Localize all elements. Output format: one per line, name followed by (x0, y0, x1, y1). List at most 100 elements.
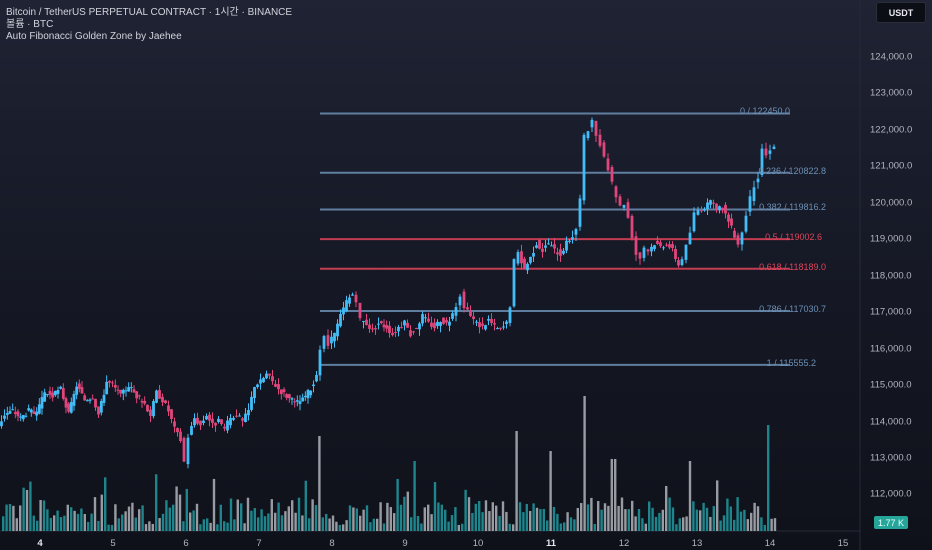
candle-body (94, 398, 97, 408)
candle-body (88, 399, 92, 401)
volume-bar (161, 513, 165, 531)
candle-body (385, 325, 389, 329)
volume-bar (403, 496, 406, 531)
candle-body (478, 322, 481, 328)
candle-body (516, 252, 520, 264)
candle-body (445, 320, 448, 323)
candle-body (137, 395, 141, 397)
volume-bar (297, 497, 301, 531)
candle-body (287, 394, 291, 399)
indicator-legend[interactable]: Auto Fibonacci Golden Zone by Jaehee (6, 31, 182, 42)
volume-bar (199, 524, 202, 531)
candle-body (677, 260, 680, 266)
candle-body (21, 415, 25, 420)
volume-bar (671, 507, 675, 531)
volume-bar (580, 503, 583, 531)
volume-bar (331, 515, 335, 531)
candle-body (77, 383, 81, 389)
time-tick: 10 (472, 538, 484, 549)
volume-bar (172, 504, 175, 531)
volume-bar (59, 517, 63, 531)
volume-bar (253, 508, 256, 531)
candle-body (630, 215, 634, 239)
volume-bar (212, 478, 216, 531)
volume-bar (712, 506, 715, 531)
price-tick: 114,000.0 (870, 416, 912, 427)
candle-body (29, 409, 33, 413)
volume-bar (182, 521, 185, 531)
volume-bar (73, 510, 76, 531)
candle-body (72, 393, 76, 406)
volume-legend[interactable]: 볼륨 · BTC (6, 19, 54, 30)
volume-bar (100, 494, 103, 531)
candle-body (196, 417, 199, 424)
volume-bar (529, 511, 532, 531)
candle-body (696, 210, 700, 215)
volume-bar (246, 497, 250, 531)
candle-body (499, 327, 502, 329)
volume-bar (437, 502, 440, 531)
candle-body (448, 321, 451, 326)
price-tick: 123,000.0 (870, 87, 913, 99)
price-tick: 120,000.0 (870, 197, 913, 209)
candle-body (211, 418, 214, 424)
volume-bar (396, 478, 399, 531)
candle-body (550, 245, 553, 247)
candle-body (173, 421, 176, 427)
volume-bar (209, 522, 212, 531)
candle-body (362, 321, 365, 323)
currency-selector[interactable]: USDT (876, 2, 926, 23)
candle-body (412, 331, 415, 333)
candle-body (351, 294, 354, 296)
volume-bar (219, 504, 222, 531)
fib-level-label: 0.382 / 119816.2 (759, 202, 826, 213)
volume-bar (372, 518, 375, 531)
volume-bar (603, 503, 607, 531)
candle-body (35, 411, 39, 416)
candle-body (439, 322, 442, 326)
volume-bar (389, 507, 392, 531)
volume-bar (355, 508, 358, 531)
time-tick: 13 (691, 538, 703, 549)
volume-bar (716, 480, 719, 531)
candle-body (397, 326, 400, 332)
volume-bar (648, 501, 651, 531)
volume-value-badge: 1.77 K (874, 516, 908, 529)
symbol-title[interactable]: Bitcoin / TetherUS PERPETUAL CONTRACT · … (6, 7, 293, 18)
volume-bar (63, 515, 66, 531)
volume-bar (743, 509, 746, 531)
candle-body (650, 246, 653, 252)
volume-bar (719, 520, 722, 531)
candle-body (752, 187, 756, 201)
candle-body (642, 247, 646, 258)
candle-body (274, 383, 277, 387)
volume-bar (709, 516, 712, 531)
volume-bar (546, 520, 549, 531)
volume-bar (107, 524, 110, 531)
candle-body (496, 328, 499, 330)
volume-bar (233, 519, 236, 531)
volume-bar (301, 515, 304, 531)
volume-bar (22, 487, 25, 531)
volume-bar (80, 508, 83, 531)
volume-bar (508, 523, 511, 531)
volume-bar (471, 513, 474, 531)
fib-level-label: 0.5 / 119002.6 (765, 232, 822, 243)
volume-bar (563, 522, 566, 531)
candle-body (354, 294, 358, 303)
volume-bar (583, 396, 586, 531)
volume-bar (325, 513, 328, 531)
volume-bar (287, 506, 290, 531)
volume-bar (379, 502, 382, 531)
volume-bar (423, 507, 426, 531)
candle-body (113, 384, 117, 388)
candle-body (268, 373, 271, 376)
candle-body (523, 258, 526, 269)
volume-bar (260, 509, 263, 531)
candle-body (146, 404, 149, 412)
candle-body (700, 210, 703, 212)
volume-bar (124, 511, 127, 531)
candle-body (279, 389, 283, 395)
candle-body (67, 403, 71, 412)
